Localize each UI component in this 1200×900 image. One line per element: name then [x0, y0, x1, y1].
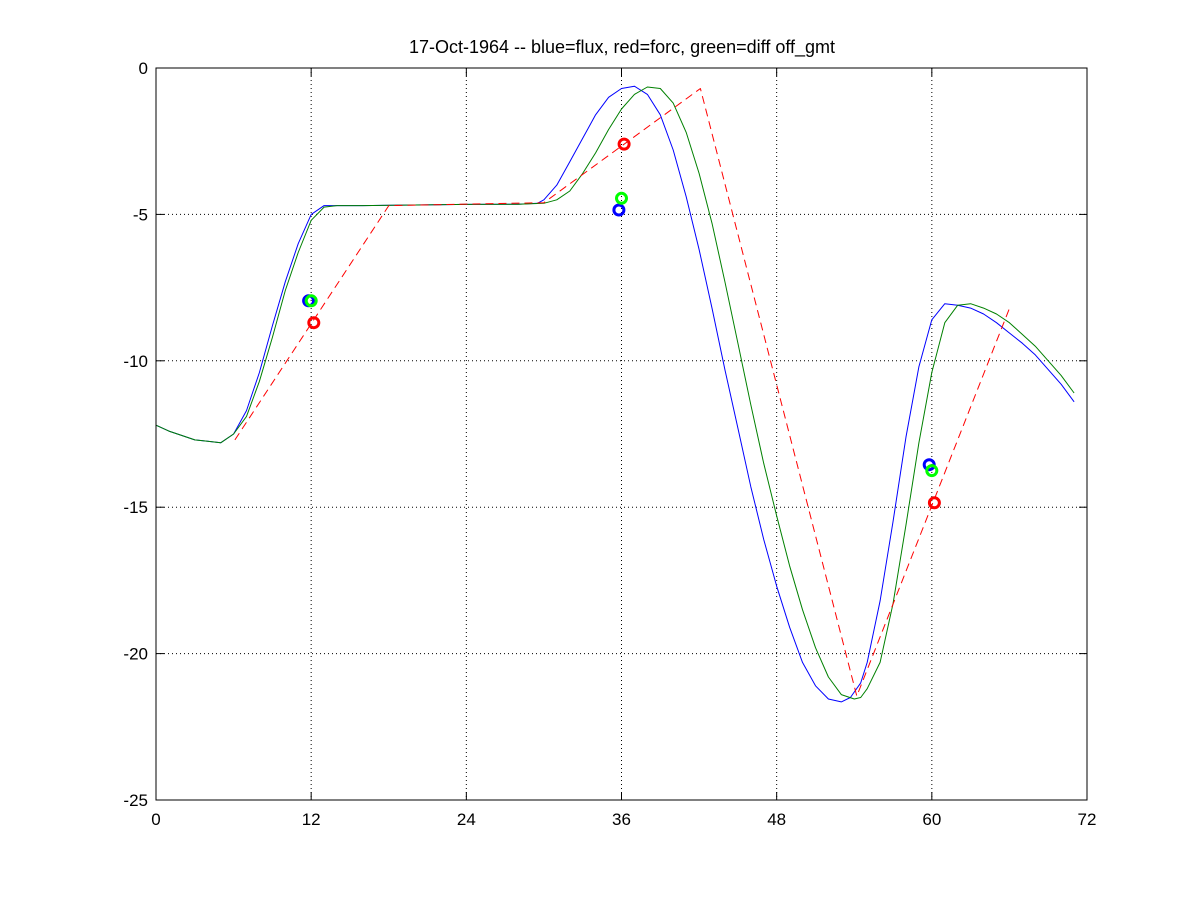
x-tick-label: 72: [1078, 810, 1097, 829]
marker-layer: [302, 137, 941, 510]
x-tick-label: 0: [151, 810, 160, 829]
x-tick-label: 12: [302, 810, 321, 829]
y-tick-label: -25: [123, 791, 148, 810]
y-tick-label: -5: [133, 205, 148, 224]
series-layer: [155, 85, 1075, 703]
x-tick-label: 36: [612, 810, 631, 829]
diff-series-line: [155, 86, 1075, 700]
y-tick-label: -10: [123, 352, 148, 371]
y-tick-label: 0: [139, 59, 148, 78]
circle-marker: [615, 191, 628, 205]
x-axis-tick-labels: 0 12 24 36 48 60 72: [151, 810, 1096, 829]
plot-area: [156, 68, 1087, 800]
flux-series-line: [155, 85, 1075, 703]
circle-marker: [307, 316, 321, 330]
circle-marker: [927, 496, 941, 510]
circle-marker: [617, 137, 631, 151]
x-tick-label: 60: [922, 810, 941, 829]
y-tick-label: -20: [123, 645, 148, 664]
y-tick-label: -15: [123, 498, 148, 517]
y-axis-tick-labels: 0 -5 -10 -15 -20 -25: [123, 59, 148, 810]
forc-series-line: [234, 88, 1012, 697]
x-tick-label: 24: [457, 810, 476, 829]
chart-title: 17-Oct-1964 -- blue=flux, red=forc, gree…: [409, 37, 835, 58]
circle-marker: [925, 464, 939, 478]
circle-marker: [304, 294, 318, 308]
axis-ticks: [155, 67, 1088, 801]
x-tick-label: 48: [767, 810, 786, 829]
circle-marker: [612, 203, 626, 217]
